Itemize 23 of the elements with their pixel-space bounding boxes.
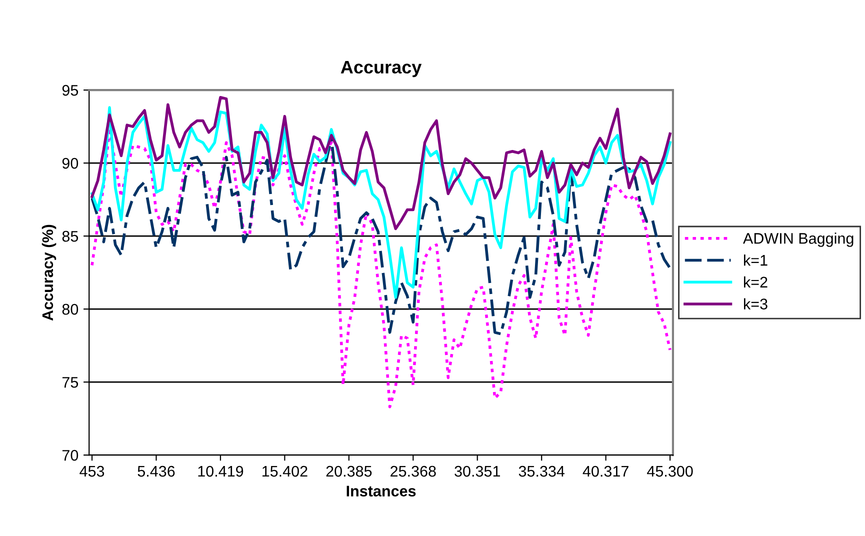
x-tick-label: 25.368 xyxy=(390,466,436,477)
x-tick-label: 5.436 xyxy=(138,466,175,477)
x-tick-label: 45.300 xyxy=(647,466,693,477)
y-tick-label: 90 xyxy=(62,158,78,169)
chart-title: Accuracy xyxy=(340,60,422,78)
x-tick-label: 30.351 xyxy=(454,466,500,477)
x-tick-label: 40.317 xyxy=(582,466,628,477)
legend-label: k=3 xyxy=(744,298,768,310)
x-tick-label: 35.334 xyxy=(518,466,565,477)
legend-label: ADWIN Bagging xyxy=(743,232,854,247)
x-axis-title: Instances xyxy=(346,486,416,496)
legend-label: k=2 xyxy=(744,276,768,288)
y-tick-label: 95 xyxy=(62,84,78,96)
x-tick-label: 453 xyxy=(80,466,104,477)
x-tick-label: 10.419 xyxy=(198,466,244,477)
x-tick-label: 15.402 xyxy=(262,466,308,477)
y-tick-label: 80 xyxy=(62,304,78,315)
x-tick-label: 20.385 xyxy=(326,466,372,477)
y-axis-title: Accuracy (%) xyxy=(42,224,56,321)
y-tick-label: 75 xyxy=(62,377,78,388)
y-tick-label: 85 xyxy=(62,230,78,242)
legend-label: k=1 xyxy=(744,254,768,266)
y-tick-label: 70 xyxy=(62,450,78,461)
